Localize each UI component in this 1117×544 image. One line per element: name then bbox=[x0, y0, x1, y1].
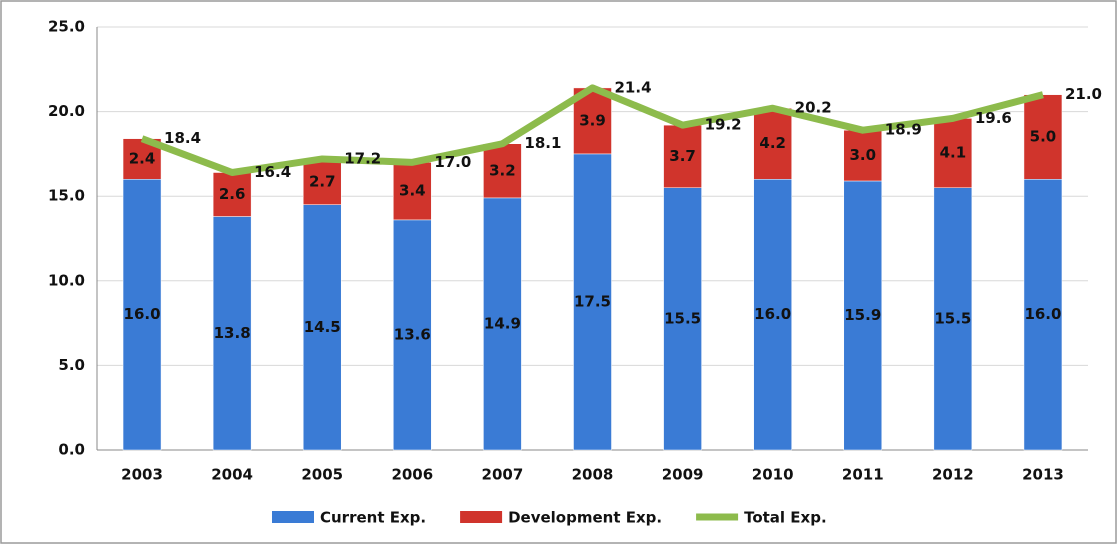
data-label: 2.6 bbox=[219, 185, 246, 203]
data-label: 14.9 bbox=[484, 314, 521, 332]
data-label: 18.4 bbox=[164, 129, 201, 147]
data-label: 17.0 bbox=[434, 153, 471, 171]
x-tick-label: 2013 bbox=[1022, 466, 1064, 484]
data-label: 3.9 bbox=[579, 111, 606, 129]
data-label: 15.5 bbox=[664, 309, 701, 327]
line bbox=[140, 84, 1044, 177]
bar-segment bbox=[843, 180, 883, 451]
bar-segment bbox=[212, 216, 252, 451]
x-tick-label: 2011 bbox=[842, 466, 884, 484]
bar-segment bbox=[1023, 94, 1063, 180]
bar-segment bbox=[393, 219, 432, 451]
data-label: 20.2 bbox=[795, 99, 832, 117]
y-tick-label: 5.0 bbox=[58, 356, 85, 374]
data-label: 18.1 bbox=[524, 134, 561, 152]
bar-segment bbox=[1023, 179, 1063, 451]
data-label: 16.0 bbox=[754, 305, 791, 323]
x-tick-label: 2003 bbox=[121, 466, 163, 484]
data-label: 3.2 bbox=[489, 161, 516, 179]
bar-segment bbox=[122, 179, 162, 451]
bar-segment bbox=[753, 179, 792, 451]
data-label: 13.8 bbox=[214, 324, 251, 342]
legend-swatch bbox=[460, 511, 503, 523]
legend-label: Development Exp. bbox=[508, 509, 662, 527]
legend-label: Current Exp. bbox=[320, 509, 426, 527]
data-label: 4.1 bbox=[940, 144, 967, 162]
x-tick-label: 2008 bbox=[572, 466, 614, 484]
y-tick-label: 10.0 bbox=[48, 271, 85, 289]
data-label: 3.0 bbox=[849, 146, 876, 164]
x-tick-label: 2012 bbox=[932, 466, 974, 484]
y-tick-label: 15.0 bbox=[48, 187, 85, 205]
data-label: 19.6 bbox=[975, 109, 1012, 127]
legend-swatch bbox=[272, 511, 314, 523]
x-tick-label: 2010 bbox=[752, 466, 794, 484]
bar-segment bbox=[843, 129, 883, 182]
x-tick-label: 2004 bbox=[211, 466, 253, 484]
bar-segment bbox=[753, 107, 792, 180]
y-tick-label: 25.0 bbox=[48, 18, 85, 36]
data-label: 21.0 bbox=[1065, 85, 1102, 103]
x-tick-label: 2005 bbox=[301, 466, 343, 484]
bar-segment bbox=[483, 197, 522, 451]
data-label: 13.6 bbox=[394, 325, 431, 343]
bar-segment bbox=[933, 187, 973, 451]
y-tick-label: 20.0 bbox=[48, 102, 85, 120]
bar-segment bbox=[302, 158, 342, 205]
data-label: 2.4 bbox=[129, 149, 156, 167]
data-label: 2.7 bbox=[309, 172, 336, 190]
data-label: 5.0 bbox=[1030, 127, 1057, 145]
data-label: 15.9 bbox=[844, 306, 881, 324]
y-tick-label: 0.0 bbox=[58, 441, 85, 459]
data-label: 14.5 bbox=[304, 318, 341, 336]
data-label: 3.7 bbox=[669, 147, 696, 165]
data-label: 3.4 bbox=[399, 182, 426, 200]
legend-label: Total Exp. bbox=[744, 509, 827, 527]
x-tick-label: 2006 bbox=[391, 466, 433, 484]
data-label: 18.9 bbox=[885, 121, 922, 139]
data-label: 15.5 bbox=[934, 309, 971, 327]
data-label: 16.0 bbox=[124, 305, 161, 323]
x-tick-label: 2007 bbox=[482, 466, 524, 484]
data-label: 16.0 bbox=[1024, 305, 1061, 323]
data-label: 17.2 bbox=[344, 149, 381, 167]
data-label: 21.4 bbox=[615, 78, 652, 96]
data-label: 19.2 bbox=[705, 116, 742, 134]
bar-segment bbox=[483, 143, 522, 199]
bar-segment bbox=[663, 187, 702, 451]
data-label: 17.5 bbox=[574, 292, 611, 310]
bar-segment bbox=[302, 204, 342, 451]
bar-segment bbox=[663, 124, 702, 188]
data-label: 4.2 bbox=[759, 134, 786, 152]
x-tick-label: 2009 bbox=[662, 466, 704, 484]
bar-segment bbox=[933, 118, 973, 188]
data-label: 16.4 bbox=[254, 163, 291, 181]
bar-segment bbox=[122, 138, 162, 180]
